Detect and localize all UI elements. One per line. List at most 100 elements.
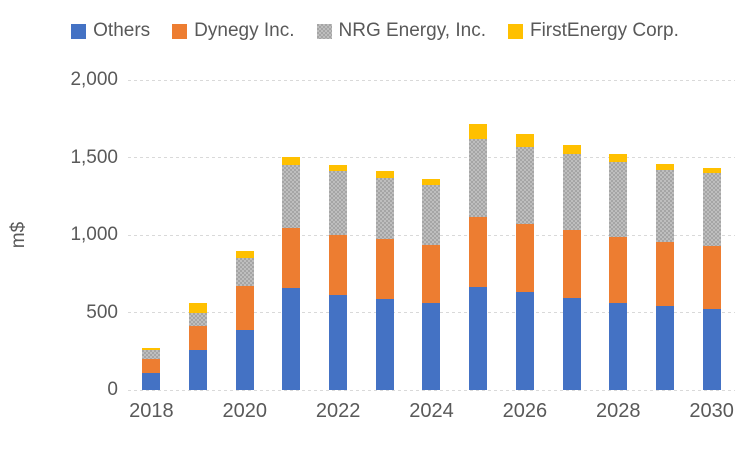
x-tick-label: 2022 xyxy=(315,400,361,422)
x-axis-spacer xyxy=(735,400,750,423)
bars-container xyxy=(128,80,735,390)
bar-2028 xyxy=(609,80,628,390)
bar-slot xyxy=(315,80,362,390)
segment-others xyxy=(562,297,581,390)
x-tick-label: 2028 xyxy=(595,400,641,422)
segment-nrg-energy-inc xyxy=(142,349,161,360)
bar-slot xyxy=(361,80,408,390)
segment-firstenergy-corp xyxy=(282,156,301,165)
legend-swatch-icon xyxy=(172,23,188,39)
y-tick-label: 1,500 xyxy=(70,146,118,168)
legend-label: Dynegy Inc. xyxy=(194,20,295,41)
segment-dynegy-inc xyxy=(655,242,674,307)
y-tick-label: 0 xyxy=(107,379,118,400)
gridline xyxy=(128,389,735,391)
segment-others xyxy=(375,298,394,390)
x-tick-empty xyxy=(642,400,689,423)
bar-slot xyxy=(408,80,455,390)
bar-slot xyxy=(595,80,642,390)
legend-swatch-icon xyxy=(507,23,523,39)
x-tick-label: 2020 xyxy=(222,400,267,422)
bar-2024 xyxy=(422,80,441,390)
bar-2022 xyxy=(329,80,348,390)
y-tick-label: 2,000 xyxy=(70,69,118,90)
bar-2030 xyxy=(702,80,721,390)
legend-swatch-icon xyxy=(316,23,332,39)
x-tick-label: 2024 xyxy=(409,400,454,422)
segment-dynegy-inc xyxy=(562,229,581,298)
bar-2019 xyxy=(189,80,208,390)
bar-slot xyxy=(455,80,502,390)
segment-nrg-energy-inc xyxy=(655,169,674,242)
x-tick-empty xyxy=(361,400,408,423)
legend-item: NRG Energy, Inc. xyxy=(316,20,486,42)
segment-others xyxy=(702,309,721,390)
y-axis-tick-labels: 0 500 1,000 1,500 2,000 xyxy=(38,70,128,400)
segment-dynegy-inc xyxy=(702,245,721,310)
segment-nrg-energy-inc xyxy=(189,312,208,326)
bar-slot xyxy=(128,80,175,390)
segment-nrg-energy-inc xyxy=(235,257,254,287)
segment-firstenergy-corp xyxy=(422,179,441,186)
segment-dynegy-inc xyxy=(329,235,348,296)
segment-nrg-energy-inc xyxy=(375,178,394,239)
plot-area xyxy=(128,79,735,391)
bar-slot xyxy=(175,80,222,390)
legend-label: Others xyxy=(93,20,151,41)
segment-firstenergy-corp xyxy=(702,168,721,174)
segment-others xyxy=(515,292,534,390)
bar-2029 xyxy=(655,80,674,390)
segment-others xyxy=(189,349,208,390)
segment-firstenergy-corp xyxy=(469,124,488,139)
y-axis-title-text: m$ xyxy=(8,221,29,249)
segment-others xyxy=(655,306,674,390)
segment-others xyxy=(282,288,301,390)
segment-nrg-energy-inc xyxy=(469,138,488,218)
y-axis-title: m$ xyxy=(0,80,38,390)
legend-label: FirstEnergy Corp. xyxy=(529,20,679,41)
gridline xyxy=(128,79,735,81)
segment-dynegy-inc xyxy=(609,236,628,304)
bar-2027 xyxy=(562,80,581,390)
legend-item: Dynegy Inc. xyxy=(172,20,295,42)
bar-slot xyxy=(502,80,549,390)
bar-2026 xyxy=(515,80,534,390)
segment-dynegy-inc xyxy=(515,224,534,293)
segment-others xyxy=(142,372,161,390)
legend-swatch-icon xyxy=(71,23,87,39)
segment-nrg-energy-inc xyxy=(702,173,721,246)
segment-firstenergy-corp xyxy=(235,251,254,258)
segment-firstenergy-corp xyxy=(189,303,208,313)
bar-slot xyxy=(642,80,689,390)
x-tick-label: 2026 xyxy=(502,400,548,422)
x-tick-empty xyxy=(455,400,502,423)
segment-dynegy-inc xyxy=(235,286,254,330)
segment-others xyxy=(422,303,441,390)
chart-legend: Others Dynegy Inc. NRG Energy, Inc. FirstEn… xyxy=(0,16,750,46)
segment-others xyxy=(469,286,488,390)
x-tick-empty xyxy=(175,400,222,423)
bar-2025 xyxy=(469,80,488,390)
segment-firstenergy-corp xyxy=(515,134,534,148)
segment-dynegy-inc xyxy=(375,238,394,299)
segment-nrg-energy-inc xyxy=(609,162,628,237)
segment-others xyxy=(235,329,254,390)
bar-2018 xyxy=(142,80,161,390)
segment-dynegy-inc xyxy=(282,228,301,289)
segment-nrg-energy-inc xyxy=(422,185,441,246)
bar-2020 xyxy=(235,80,254,390)
segment-firstenergy-corp xyxy=(562,145,581,155)
x-tick-empty xyxy=(268,400,315,423)
chart-body: m$ 0 500 1,000 1,500 2,000 xyxy=(0,70,735,400)
bar-slot xyxy=(688,80,735,390)
segment-others xyxy=(609,303,628,390)
bar-2023 xyxy=(375,80,394,390)
segment-dynegy-inc xyxy=(142,359,161,373)
segment-firstenergy-corp xyxy=(655,163,674,170)
segment-nrg-energy-inc xyxy=(329,171,348,236)
x-tick-label: 2030 xyxy=(689,400,734,422)
x-axis-tick-labels: 2018 2020 2022 2024 2026 2028 2030 xyxy=(0,400,750,423)
bar-slot xyxy=(221,80,268,390)
segment-dynegy-inc xyxy=(189,325,208,350)
